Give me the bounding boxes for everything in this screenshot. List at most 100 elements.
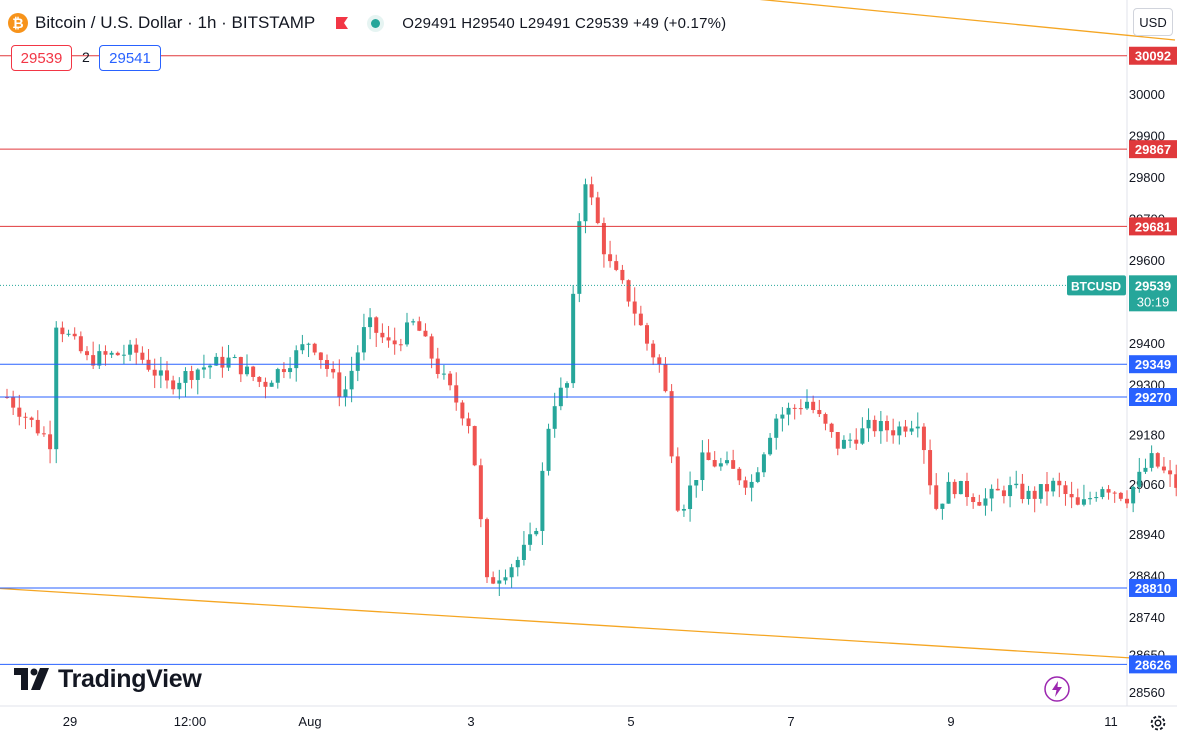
candle-body (195, 369, 200, 380)
candle-body (774, 418, 779, 438)
candle-body (934, 485, 939, 509)
candle-body (238, 357, 243, 375)
bitcoin-icon: ₿ (8, 13, 28, 33)
candle-body (515, 559, 520, 568)
candle-body (417, 321, 422, 331)
candle-body (725, 460, 729, 464)
gear-icon[interactable] (1147, 712, 1169, 734)
candle-body (521, 544, 526, 560)
candle-body (48, 434, 53, 450)
candle-body (405, 322, 409, 345)
candle-body (1088, 498, 1093, 500)
symbol-title[interactable]: Bitcoin / U.S. Dollar · 1h · BITSTAMP (35, 13, 316, 32)
candle-body (177, 382, 182, 390)
candle-body (940, 503, 945, 509)
candle-body (263, 381, 268, 387)
candle-body (638, 313, 643, 326)
current-price-label: 29539 (1135, 278, 1171, 293)
current-price-label-bg (1129, 275, 1177, 312)
candle-body (1094, 497, 1099, 499)
candle-body (528, 534, 533, 545)
candle-body (965, 481, 969, 498)
candle-body (915, 426, 920, 429)
candle-body (103, 351, 108, 355)
candle-body (921, 426, 926, 451)
candle-body (318, 352, 323, 361)
trendline-upper[interactable] (71, 0, 1176, 41)
candle-body (1155, 453, 1160, 467)
candle-body (989, 488, 994, 499)
candle-body (761, 454, 766, 473)
candle-body (91, 355, 96, 366)
spread-value: 2 (82, 49, 90, 65)
lightning-icon[interactable] (1043, 675, 1071, 703)
candle-body (1081, 499, 1086, 505)
candle-body (1075, 497, 1080, 505)
candle-body (1118, 492, 1123, 499)
candle-body (817, 409, 822, 415)
candle-body (565, 383, 569, 388)
x-tick-label: 3 (467, 714, 474, 729)
candle-body (398, 344, 403, 346)
support-level-label: 28626 (1135, 657, 1171, 672)
candle-body (1168, 470, 1173, 475)
candle-body (429, 336, 434, 359)
candle-body (663, 364, 668, 392)
resistance-level-label-bg (1129, 46, 1177, 65)
candle-body (257, 376, 262, 382)
candle-body (294, 350, 299, 369)
candle-body (903, 426, 908, 432)
currency-button[interactable]: USD (1133, 8, 1173, 36)
x-tick-label: 11 (1104, 714, 1118, 729)
candle-body (331, 368, 336, 373)
candle-body (706, 452, 711, 461)
support-level-label: 28810 (1135, 581, 1171, 596)
candle-body (891, 430, 896, 436)
candle-body (337, 372, 342, 397)
candle-body (275, 369, 280, 383)
bar-countdown: 30:19 (1137, 294, 1170, 309)
candle-body (251, 366, 256, 377)
candle-body (749, 481, 754, 488)
candle-body (614, 261, 619, 270)
resistance-level-label-bg (1129, 217, 1177, 236)
candle-body (208, 365, 213, 368)
candle-body (466, 418, 471, 427)
support-level-label: 29349 (1135, 357, 1171, 372)
candle-body (343, 389, 348, 397)
candle-body (448, 373, 453, 386)
candle-body (1001, 490, 1006, 497)
candle-body (897, 426, 902, 436)
buy-price-button[interactable]: 29541 (99, 45, 161, 71)
sell-price-button[interactable]: 29539 (11, 45, 72, 71)
candle-body (423, 330, 428, 337)
symbol-tag: BTCUSD (1071, 279, 1121, 293)
candle-body (651, 343, 656, 358)
candle-body (768, 437, 773, 455)
candle-body (460, 402, 465, 419)
candle-body (189, 371, 194, 380)
candle-body (885, 421, 889, 431)
candle-body (368, 317, 373, 328)
candle-body (454, 385, 459, 403)
candle-body (669, 391, 674, 457)
x-tick-label: Aug (298, 714, 321, 729)
market-open-icon (371, 18, 381, 28)
candle-body (657, 357, 662, 365)
candle-body (583, 184, 588, 222)
candle-body (681, 509, 686, 511)
candle-body (995, 488, 1000, 491)
candle-body (158, 370, 163, 376)
trendline-lower[interactable] (0, 587, 1176, 662)
y-tick-label: 29900 (1129, 128, 1165, 143)
candle-body (97, 351, 102, 366)
candle-body (349, 370, 354, 390)
flag-icon[interactable] (335, 16, 349, 30)
candle-body (109, 352, 114, 355)
candle-body (245, 366, 249, 375)
candle-body (146, 359, 151, 370)
candle-body (1106, 489, 1111, 493)
candle-body (214, 356, 219, 366)
candle-body (300, 344, 305, 351)
